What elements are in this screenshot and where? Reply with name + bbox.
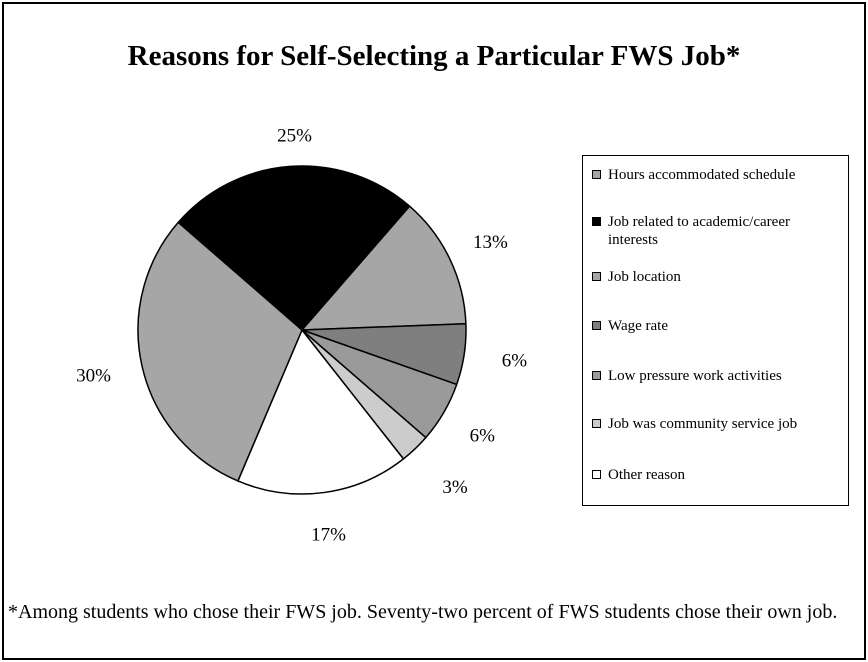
pie-slice [301, 205, 467, 331]
pie-data-label: 17% [311, 525, 346, 546]
legend-swatch [592, 371, 601, 380]
pie-slice [237, 329, 405, 495]
pie-data-label: 6% [470, 426, 496, 447]
legend-label: Low pressure work activities [608, 368, 782, 384]
legend-item: Low pressure work activities [592, 367, 782, 385]
pie-data-label: 25% [277, 125, 312, 146]
legend-item: Job related to academic/career interests [592, 213, 833, 249]
legend-swatch [592, 170, 601, 179]
legend-item: Job location [592, 268, 681, 286]
legend-swatch [592, 217, 601, 226]
legend-item: Other reason [592, 466, 685, 484]
legend-label: Job location [608, 269, 681, 285]
legend-swatch [592, 321, 601, 330]
pie-data-label: 6% [502, 350, 528, 371]
pie-data-label: 13% [473, 232, 508, 253]
legend: Hours accommodated schedule Job related … [582, 155, 849, 506]
legend-label: Job related to academic/career interests [608, 214, 790, 248]
legend-label: Other reason [608, 467, 686, 483]
legend-label: Job was community service job [608, 416, 798, 432]
legend-swatch [592, 272, 601, 281]
legend-label: Wage rate [608, 318, 668, 334]
legend-swatch [592, 419, 601, 428]
legend-label: Hours accommodated schedule [608, 167, 796, 183]
pie-data-label: 3% [442, 477, 468, 498]
legend-item: Job was community service job [592, 415, 797, 433]
pie-slice [177, 165, 411, 331]
pie-slice [137, 221, 303, 482]
legend-swatch [592, 470, 601, 479]
chart-title: Reasons for Self-Selecting a Particular … [127, 40, 741, 72]
legend-item: Hours accommodated schedule [592, 166, 795, 184]
legend-item: Wage rate [592, 317, 668, 335]
pie-data-label: 30% [76, 366, 111, 387]
footnote: *Among students who chose their FWS job.… [8, 601, 838, 623]
